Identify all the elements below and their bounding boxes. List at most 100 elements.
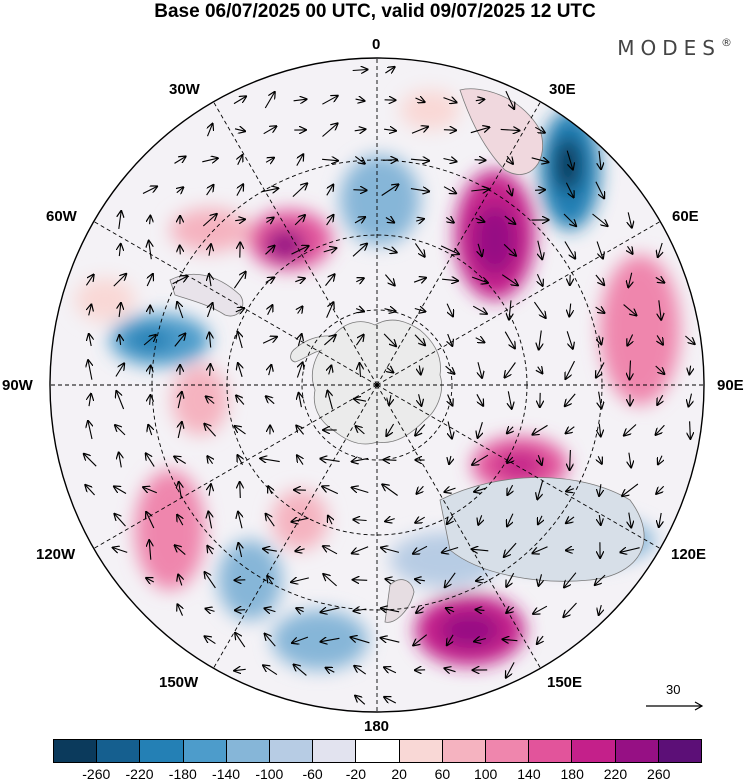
wind-arrow — [566, 550, 575, 551]
wind-arrow — [295, 278, 304, 281]
wind-arrow — [507, 427, 513, 434]
wind-arrow — [595, 307, 605, 313]
meridian-line — [376, 384, 541, 669]
wind-arrow — [446, 303, 453, 317]
lon-label-90e: 90E — [717, 377, 744, 394]
wind-arrow — [208, 512, 211, 529]
wind-arrow — [570, 449, 571, 470]
wind-arrow — [206, 397, 215, 404]
wind-arrow — [419, 365, 420, 375]
colorbar-swatch — [572, 740, 616, 762]
wind-arrow — [507, 484, 512, 495]
wind-arrow — [292, 518, 309, 522]
wind-arrow — [238, 155, 243, 166]
wind-arrow — [205, 572, 216, 589]
wind-arrow — [538, 455, 541, 465]
wind-arrow — [507, 457, 513, 463]
colorbar-tick-label: -260 — [82, 766, 111, 782]
wind-arrow — [537, 480, 544, 499]
wind-arrow — [384, 274, 394, 286]
wind-arrow — [263, 549, 277, 551]
wind-arrow — [445, 365, 455, 374]
wind-arrow — [146, 453, 155, 467]
wind-arrow — [381, 548, 400, 553]
anomaly-blob — [600, 255, 680, 405]
colorbar-swatch — [442, 740, 487, 762]
wind-arrow — [297, 363, 302, 378]
wind-arrow — [240, 482, 241, 499]
wind-arrow — [323, 574, 337, 587]
wind-arrow — [322, 124, 338, 137]
wind-arrow — [321, 638, 340, 641]
wind-arrow — [353, 520, 367, 521]
wind-arrow — [351, 637, 370, 644]
meridian-line — [376, 384, 661, 549]
wind-arrow — [174, 157, 186, 164]
wind-arrow — [238, 363, 242, 377]
wind-arrow — [328, 516, 332, 525]
wind-arrow — [535, 127, 544, 132]
lon-label-120w: 120W — [36, 546, 76, 563]
colorbar-tick-label: 220 — [603, 766, 628, 782]
colorbar-swatch — [486, 740, 530, 762]
wind-arrow — [501, 274, 518, 286]
wind-arrow — [114, 487, 127, 494]
wind-arrow — [210, 364, 211, 376]
anomaly-blob — [473, 205, 517, 275]
wind-arrow — [234, 129, 245, 131]
wind-arrow — [88, 360, 92, 380]
wind-arrow — [115, 364, 124, 377]
wind-arrow — [296, 154, 303, 166]
wind-arrow — [143, 487, 158, 494]
wind-arrow — [478, 243, 482, 256]
wind-arrow — [326, 302, 334, 318]
wind-arrow — [355, 335, 363, 346]
wind-arrow — [685, 335, 694, 344]
colorbar-tick-label: 180 — [560, 766, 584, 782]
wind-arrow — [119, 335, 120, 345]
wind-arrow — [442, 279, 458, 281]
wind-arrow — [208, 124, 213, 137]
colorbar-tick-label: -20 — [345, 766, 366, 782]
wind-arrow — [178, 422, 182, 439]
wind-arrow — [355, 309, 364, 312]
antarctic-peninsula — [290, 335, 334, 363]
wind-arrow — [475, 218, 485, 222]
wind-arrow — [354, 129, 366, 131]
wind-arrow — [322, 159, 338, 160]
colorbar-swatch — [658, 740, 702, 762]
colorbar-swatch — [97, 740, 141, 762]
wind-arrow — [476, 610, 485, 611]
wind-arrow — [238, 332, 242, 349]
wind-arrow — [295, 549, 305, 551]
wind-arrow — [385, 519, 395, 522]
anomaly-blob — [272, 610, 368, 670]
wind-arrow — [689, 393, 692, 407]
wind-arrow — [328, 391, 334, 410]
wind-arrow — [150, 395, 151, 405]
wind-arrow — [538, 367, 543, 374]
wind-arrow — [353, 580, 368, 581]
wind-arrow — [177, 515, 183, 526]
wind-arrow — [322, 96, 337, 105]
colorbar-swatch — [140, 740, 184, 762]
wind-arrow — [381, 185, 399, 196]
wind-arrow — [443, 159, 457, 162]
wind-arrow — [142, 187, 157, 194]
anomaly-blob — [135, 470, 205, 590]
wind-arrow — [149, 540, 151, 560]
wind-arrow — [296, 608, 303, 612]
wind-arrow — [233, 96, 246, 105]
wind-arrow — [265, 634, 276, 647]
brand-name: MODES — [617, 36, 721, 60]
wind-arrow — [266, 396, 275, 405]
wind-arrow — [174, 334, 185, 347]
wind-arrow — [354, 399, 367, 401]
wind-arrow — [655, 277, 664, 282]
wind-arrow — [383, 333, 396, 346]
wind-arrow — [449, 455, 451, 464]
wind-arrow — [690, 421, 691, 438]
wind-arrow — [326, 668, 335, 672]
wind-arrow — [292, 636, 309, 643]
wind-arrow — [209, 274, 211, 287]
